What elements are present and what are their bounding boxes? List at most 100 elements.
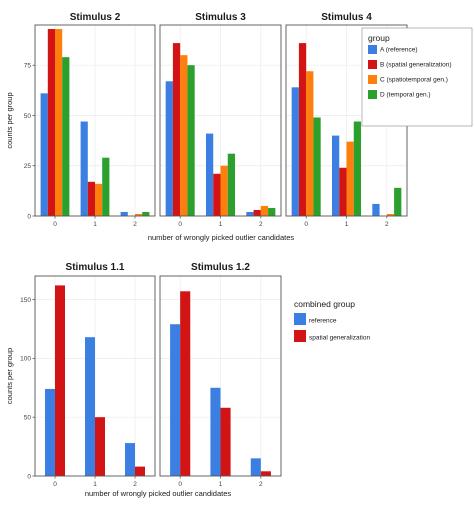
top-chart-group: Stimulus 2 0 1 2 Stimulus 3 0 1 2 Stimulus 4 0 1 2 0… [5,12,473,242]
legend: combined group reference spatial generaliz… [294,299,370,342]
legend-key-spatial-generalization [294,330,306,342]
panel-border [159,24,282,217]
bar-spatial-generalization [298,43,307,216]
bar-temporal [62,57,70,216]
bar-reference [210,387,221,476]
panel-title: Stimulus 3 [195,12,246,23]
legend-key-spatiotemporal [368,75,377,84]
bar-spatiotemporal [306,71,314,217]
bar-spatial-generalization [260,471,271,476]
bar-temporal [353,121,362,216]
legend-key-reference [294,313,306,325]
x-tick-label: 2 [385,221,389,228]
bar-reference [246,211,254,216]
bar-spatial-generalization [180,291,191,476]
legend-label: D (temporal gen.) [380,92,431,99]
legend-label: B (spatial generalization) [380,62,452,69]
legend-label: A (reference) [380,47,418,54]
y-tick-label: 75 [24,63,32,70]
x-axis-label: number of wrongly picked outlier candida… [85,489,232,498]
legend-title: group [368,33,390,43]
bar-spatiotemporal [346,141,354,216]
legend-title: combined group [294,299,355,309]
bar-reference [170,324,181,476]
bar-temporal [187,65,195,216]
x-tick-label: 2 [133,221,137,228]
y-tick-label: 50 [24,414,32,421]
legend-box [361,27,473,127]
bar-spatiotemporal [135,213,143,216]
bottom-chart-group: Stimulus 1.1 0 1 2 Stimulus 1.2 0 1 2 0 50 100 150 c… [5,262,370,498]
bar-temporal [268,207,276,216]
bar-reference [40,93,48,216]
y-axis-label: counts per group [5,348,14,404]
x-tick-label: 2 [133,481,137,488]
y-tick-label: 150 [20,297,31,304]
bar-spatiotemporal [220,165,228,216]
y-tick-label: 0 [27,213,31,220]
panel-border [34,275,156,477]
y-tick-label: 50 [24,113,32,120]
panel-border [159,275,282,477]
bar-reference [291,87,299,216]
panel-border [34,24,156,217]
bar-spatial-generalization [220,407,231,476]
bar-spatial-generalization [95,417,105,476]
panel-0: Stimulus 2 0 1 2 [34,12,156,228]
bar-reference [80,121,88,216]
x-axis-label: number of wrongly picked outlier candida… [148,233,295,242]
bar-reference [372,203,380,216]
bar-spatial-generalization [135,466,145,476]
bar-spatial-generalization [55,285,65,476]
y-axis-label: counts per group [5,92,14,148]
legend-key-spatial-generalization [368,60,377,69]
bar-temporal [102,157,110,216]
y-tick-label: 0 [27,473,31,480]
bar-spatial-generalization [47,29,55,216]
legend-label: reference [309,318,337,325]
panel-0: Stimulus 1.1 0 1 2 [34,262,156,488]
bar-temporal [313,117,321,216]
x-tick-label: 0 [178,221,182,228]
x-tick-label: 0 [304,221,308,228]
bar-spatial-generalization [339,167,347,216]
panel-title: Stimulus 4 [321,12,372,23]
legend: group A (reference) B (spatial generalizat… [361,27,473,127]
bar-spatiotemporal [95,183,103,216]
x-tick-label: 2 [259,221,263,228]
legend-label: spatial generalization [309,335,370,342]
legend-label: C (spatiotemporal gen.) [380,77,448,84]
bar-spatial-generalization [253,209,261,216]
bar-spatial-generalization [172,43,181,216]
panel-title: Stimulus 1.2 [191,262,250,273]
x-tick-label: 1 [219,221,223,228]
bar-reference [331,135,340,216]
bar-spatial-generalization [87,181,95,216]
x-tick-label: 0 [178,481,182,488]
panel-1: Stimulus 3 0 1 2 [159,12,282,228]
x-tick-label: 1 [93,221,97,228]
bar-reference [85,337,95,476]
legend-key-temporal [368,90,377,99]
bar-spatiotemporal [55,29,63,216]
bar-reference [120,211,128,216]
bar-reference [45,388,55,476]
bar-reference [250,458,261,476]
bar-reference [165,81,173,216]
bar-temporal [394,187,402,216]
panel-1: Stimulus 1.2 0 1 2 [159,262,282,488]
y-tick-label: 100 [20,356,31,363]
x-tick-label: 0 [53,481,57,488]
legend-key-reference [368,45,377,54]
panel-title: Stimulus 2 [70,12,121,23]
bar-spatiotemporal [180,55,188,216]
x-tick-label: 1 [93,481,97,488]
bar-temporal [142,211,150,216]
x-tick-label: 0 [53,221,57,228]
bar-temporal [227,153,236,216]
y-tick-label: 25 [24,163,32,170]
x-tick-label: 1 [219,481,223,488]
bar-spatiotemporal [386,213,395,216]
bar-spatial-generalization [213,173,221,216]
